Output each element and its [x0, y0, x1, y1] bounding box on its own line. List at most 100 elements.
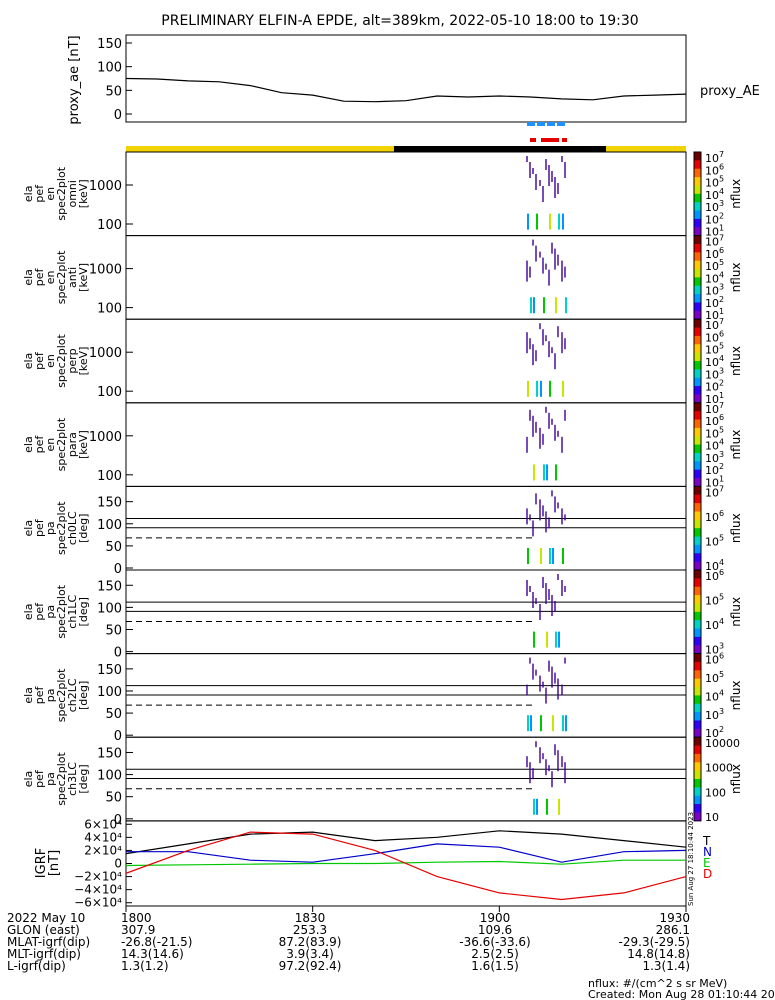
- day-segment-right: [606, 146, 686, 152]
- colorbar-tick-exponent: 3: [719, 199, 724, 208]
- proxy-ytick-label: 100: [97, 61, 122, 76]
- panel-ylabel-part: spec2plot: [55, 668, 68, 722]
- colorbar-tick-label: 106: [705, 509, 724, 524]
- colorbar-cell: [694, 243, 701, 253]
- colorbar-tick-exponent: 6: [719, 162, 724, 171]
- igrf-legend-E: E: [703, 856, 711, 870]
- ytick-label: 50: [105, 791, 122, 806]
- orbit-status-bar: [126, 122, 686, 152]
- ytick-label: 150: [97, 496, 122, 511]
- igrf-line-N: [126, 843, 687, 863]
- colorbar-cell: [694, 595, 701, 604]
- colorbar-cell: [694, 737, 701, 747]
- colorbar-cell: [694, 361, 701, 370]
- ytick-label: 100: [97, 302, 122, 317]
- igrf-line-D: [125, 831, 687, 901]
- colorbar-label: nflux: [729, 430, 743, 460]
- colorbar-cell: [694, 210, 701, 220]
- footer-value: 2.5(2.5): [471, 947, 519, 961]
- colorbar-cell: [694, 553, 701, 563]
- colorbar-cell: [694, 678, 701, 688]
- igrf-ylabel-unit: [nT]: [47, 850, 62, 876]
- colorbar-tick-exponent: 5: [719, 258, 724, 267]
- colorbar-cell: [694, 528, 701, 538]
- colorbar-cell: [694, 720, 701, 730]
- footer-value: 1.6(1.5): [471, 959, 519, 973]
- colorbar-tick-exponent: 3: [719, 283, 724, 292]
- colorbar-tick-label: 103: [705, 707, 724, 722]
- colorbar-tick-label: 104: [705, 617, 724, 632]
- colorbar-cell: [694, 503, 701, 512]
- side-stamp: Sun Aug 27 18:10:44 2023: [687, 812, 695, 906]
- colorbar-cell: [694, 620, 701, 630]
- colorbar-label: nflux: [729, 179, 743, 209]
- panel-ylabel-part: ela: [22, 186, 35, 203]
- colorbar-cell: [694, 728, 701, 738]
- colorbar-tick-label: 106: [705, 652, 724, 667]
- colorbar-tick-label: 10000: [705, 737, 740, 750]
- panel-frame: [125, 402, 687, 487]
- colorbar-label: nflux: [729, 680, 743, 710]
- igrf-legend-T: T: [702, 834, 711, 848]
- panel-frame: [125, 151, 687, 237]
- panel-ylabel-part: para: [66, 432, 79, 457]
- footer-value: 1800: [121, 911, 152, 925]
- panel-ylabel-part: en: [44, 187, 57, 201]
- panel-ylabel-part: [keV]: [77, 347, 90, 376]
- footer-row-label: GLON (east): [7, 923, 80, 937]
- colorbar-cell: [694, 302, 701, 312]
- ytick-label: 100: [97, 685, 122, 700]
- igrf-ytick-label: 6×10⁴: [84, 817, 122, 831]
- panel-ylabel-part: ela: [22, 436, 35, 453]
- panel-ylabel-part: [keV]: [77, 263, 90, 292]
- colorbar-cell: [694, 252, 701, 262]
- colorbar-tick-label: 100: [705, 786, 726, 799]
- colorbar-tick-exponent: 2: [719, 211, 724, 220]
- panel-ylabel-part: [deg]: [77, 514, 90, 543]
- panel-ylabel-part: ela: [22, 604, 35, 621]
- panel-ylabel-part: [deg]: [77, 681, 90, 710]
- panel-ylabel-part: pef: [33, 685, 46, 704]
- colorbar-cell: [694, 152, 701, 161]
- colorbar-cell: [694, 377, 701, 387]
- colorbar-cell: [694, 561, 701, 571]
- igrf-ytick-label: −2×10⁴: [74, 870, 122, 884]
- colorbar-tick-exponent: 6: [719, 509, 724, 518]
- proxy-ae-yticks: 150 100 50 0: [97, 37, 132, 123]
- ytick-label: 100: [97, 218, 122, 233]
- footer-row-label: MLAT-igrf(dip): [7, 935, 90, 949]
- igrf-ytick-label: 4×10⁴: [84, 830, 122, 844]
- colorbar-tick-exponent: 1: [719, 224, 724, 233]
- colorbar-tick-exponent: 6: [719, 568, 724, 577]
- proxy-ae-frame: [125, 34, 687, 123]
- colorbar-cell: [694, 193, 701, 203]
- ytick-label: 1000: [89, 430, 122, 445]
- panel-ylabel-part: spec2plot: [55, 584, 68, 638]
- colorbar-cell: [694, 486, 701, 496]
- igrf-legend-N: N: [703, 845, 712, 859]
- colorbar-cell: [694, 419, 701, 429]
- spectrogram-panel-3: elapefenspec2plotperp[keV]10001001071061…: [22, 317, 743, 406]
- colorbar-cell: [694, 478, 701, 487]
- colorbar-tick-exponent: 5: [719, 342, 724, 351]
- colorbar-cell: [694, 762, 701, 772]
- colorbar-tick-exponent: 7: [719, 234, 724, 243]
- colorbar-label: nflux: [729, 346, 743, 376]
- colorbar-tick-exponent: 2: [719, 462, 724, 471]
- ytick-label: 1000: [89, 346, 122, 361]
- colorbar-tick-label: 107: [705, 484, 724, 499]
- panel-ylabel-part: pa: [44, 521, 57, 535]
- panel-ylabel-part: pef: [33, 435, 46, 454]
- proxy-ytick-label: 150: [97, 37, 122, 52]
- colorbar-cell: [694, 812, 701, 822]
- colorbar-cell: [694, 779, 701, 788]
- colorbar-tick-exponent: 4: [719, 187, 724, 196]
- ytick-label: 1000: [89, 263, 122, 278]
- colorbar-cell: [694, 586, 701, 596]
- panel-ylabel-part: spec2plot: [55, 250, 68, 304]
- colorbar-tick-exponent: 2: [719, 379, 724, 388]
- panel-ylabel-part: perp: [66, 348, 79, 373]
